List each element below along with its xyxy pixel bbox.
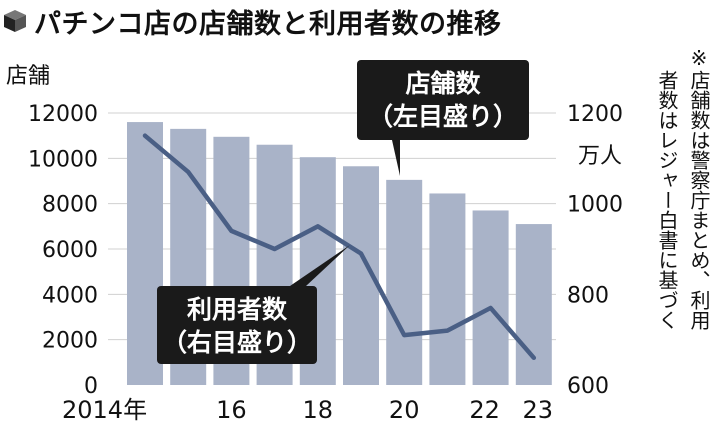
line-point bbox=[489, 306, 493, 310]
line-point bbox=[359, 252, 363, 256]
x-tick-label: 18 bbox=[303, 396, 334, 424]
left-tick-label: 12000 bbox=[28, 102, 98, 127]
callout-box bbox=[157, 286, 317, 364]
callout-pointer bbox=[290, 245, 350, 286]
x-tick-label: 23 bbox=[523, 396, 554, 424]
line-point bbox=[445, 329, 449, 333]
left-axis-ticks: 0 2000 4000 6000 8000 10000 12000 bbox=[28, 102, 98, 399]
callout-text: 店舗数 bbox=[405, 69, 481, 98]
right-tick-label: 1000 bbox=[567, 193, 623, 218]
line-point bbox=[186, 170, 190, 174]
line-point bbox=[273, 247, 277, 251]
left-tick-label: 6000 bbox=[42, 238, 98, 263]
right-axis-ticks: 600 800 1000 1200 bbox=[567, 102, 623, 399]
line-point bbox=[229, 229, 233, 233]
line-point bbox=[143, 134, 147, 138]
right-tick-label: 600 bbox=[567, 374, 609, 399]
x-axis-ticks: 2014年 16 18 20 22 23 bbox=[62, 396, 553, 424]
bar bbox=[429, 193, 466, 385]
chart-title: パチンコ店の店舗数と利用者数の推移 bbox=[2, 2, 502, 40]
x-tick-label: 2014年 bbox=[62, 396, 147, 424]
callout-text: （左目盛り） bbox=[368, 102, 518, 131]
bar bbox=[386, 179, 423, 385]
right-tick-label: 1200 bbox=[567, 102, 623, 127]
left-tick-label: 0 bbox=[84, 374, 98, 399]
x-tick-label: 16 bbox=[216, 396, 247, 424]
callout-text: 利用者数 bbox=[187, 295, 288, 324]
left-tick-label: 4000 bbox=[42, 283, 98, 308]
callout-box bbox=[357, 60, 529, 140]
left-tick-label: 10000 bbox=[28, 147, 98, 172]
left-tick-label: 2000 bbox=[42, 329, 98, 354]
line-point bbox=[316, 224, 320, 228]
cube-icon bbox=[4, 10, 26, 32]
right-axis-title: 万人 bbox=[578, 144, 622, 169]
callout-text: （右目盛り） bbox=[162, 328, 312, 357]
left-tick-label: 8000 bbox=[42, 193, 98, 218]
callouts: 店舗数 （左目盛り） 利用者数 （右目盛り） bbox=[157, 60, 529, 364]
right-tick-label: 800 bbox=[567, 283, 609, 308]
source-note-line-1: ※店舗数は警察庁まとめ、利用 bbox=[687, 46, 710, 330]
line-series bbox=[142, 133, 537, 361]
x-tick-label: 20 bbox=[389, 396, 420, 424]
line-point bbox=[402, 333, 406, 337]
line-point bbox=[532, 356, 536, 360]
source-note-line-2: 者数はレジャー白書に基づく bbox=[655, 70, 679, 330]
x-tick-label: 22 bbox=[469, 396, 500, 424]
series-line bbox=[142, 133, 537, 361]
bar bbox=[515, 224, 552, 385]
left-axis-title: 店舗 bbox=[6, 64, 50, 89]
chart-title-text: パチンコ店の店舗数と利用者数の推移 bbox=[34, 8, 502, 40]
callout: 利用者数 （右目盛り） bbox=[157, 245, 350, 364]
callout-pointer bbox=[392, 140, 400, 176]
bar bbox=[472, 210, 509, 385]
callout: 店舗数 （左目盛り） bbox=[357, 60, 529, 176]
